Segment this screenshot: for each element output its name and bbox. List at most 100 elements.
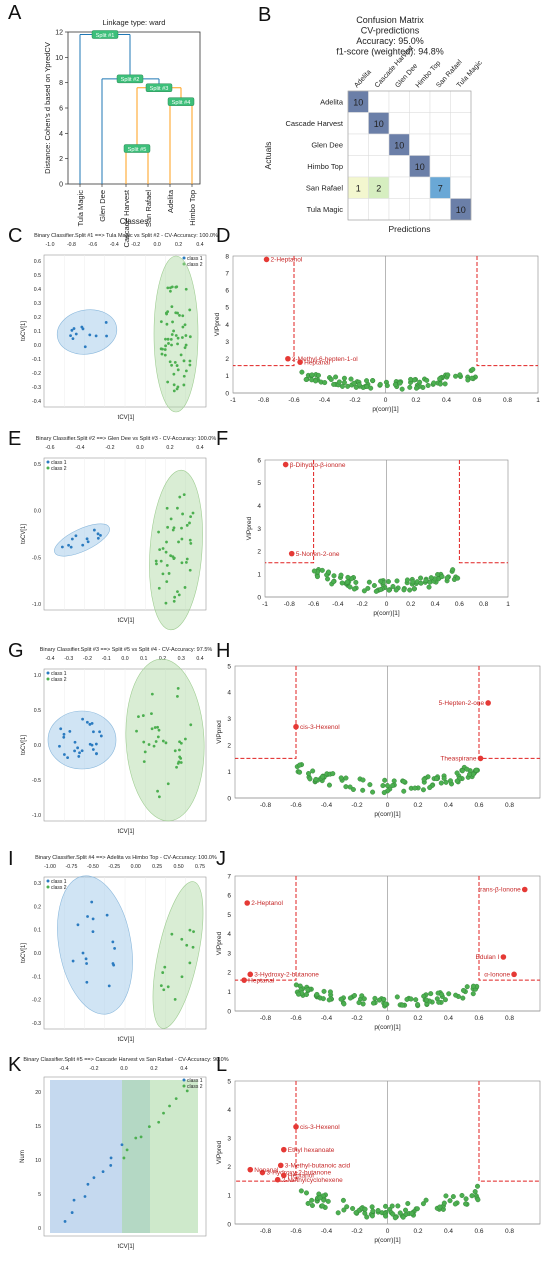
y-tick-label: 3	[225, 339, 229, 346]
score-plot-i: Binary Classifier.Split #4 ==> Adelita v…	[21, 855, 217, 1043]
data-point	[70, 329, 73, 332]
data-point	[443, 997, 448, 1002]
data-point	[100, 735, 103, 738]
data-point	[176, 590, 179, 593]
data-point	[465, 984, 470, 989]
y-tick-label: 0.2	[34, 315, 41, 321]
data-point	[464, 1197, 469, 1202]
highlight-point	[283, 462, 289, 468]
data-point	[341, 1198, 346, 1203]
data-point	[414, 386, 419, 391]
data-point	[157, 735, 160, 738]
x-tick-label: -0.8	[258, 397, 270, 404]
matrix-title-line: Accuracy: 95.0%	[356, 36, 424, 46]
data-point	[183, 493, 186, 496]
data-point	[327, 783, 332, 788]
data-point	[344, 784, 349, 789]
y-tick-label: -1.0	[32, 602, 41, 608]
data-point	[448, 1198, 453, 1203]
data-point	[361, 1002, 366, 1007]
highlight-point	[285, 356, 291, 362]
x-tick-label: -0.6	[290, 1228, 302, 1235]
data-point	[390, 783, 395, 788]
split-badge-label: Split #1	[96, 33, 115, 39]
data-point	[160, 320, 163, 323]
highlight-point	[247, 1167, 253, 1173]
x-tick-label: -0.6	[88, 242, 97, 248]
data-point	[458, 373, 463, 378]
y-tick-label: 0	[225, 390, 229, 397]
data-point	[442, 776, 447, 781]
matrix-cell	[430, 91, 451, 113]
data-point	[68, 730, 71, 733]
data-point	[405, 578, 410, 583]
y-tick-label: 2	[225, 356, 229, 363]
data-point	[439, 992, 444, 997]
data-point	[176, 364, 179, 367]
x-tick-label: -0.4	[321, 1228, 333, 1235]
data-point	[362, 996, 367, 1001]
leaf-label: Tula Magic	[76, 190, 85, 227]
highlight-point	[478, 756, 484, 762]
data-point	[167, 338, 170, 341]
data-point	[172, 330, 175, 333]
data-point	[309, 1198, 314, 1203]
highlight-point	[485, 700, 491, 706]
data-point	[178, 749, 181, 752]
y-tick-label: 0	[227, 1008, 231, 1015]
x-tick-label: 0.8	[505, 1015, 514, 1022]
data-point	[427, 585, 432, 590]
x-tick-label: 0.8	[479, 601, 488, 608]
legend-label: class 2	[51, 466, 67, 472]
y-tick-label: 1	[225, 373, 229, 380]
x-tick-label: 0.4	[444, 1228, 453, 1235]
data-point	[170, 344, 173, 347]
matrix-cell	[348, 199, 369, 221]
matrix-cell-value: 10	[374, 119, 384, 129]
data-point	[164, 348, 167, 351]
data-point	[398, 1211, 403, 1216]
y-tick-label: 0.0	[34, 509, 41, 515]
data-point	[453, 1202, 458, 1207]
data-point	[382, 778, 387, 783]
x-tick-label: -0.2	[357, 601, 369, 608]
data-point	[173, 600, 176, 603]
y-tick-label: 0.4	[34, 287, 41, 293]
data-point	[352, 587, 357, 592]
data-point	[336, 1210, 341, 1215]
data-point	[71, 538, 74, 541]
data-point	[176, 507, 179, 510]
data-point	[156, 790, 159, 793]
matrix-cell	[348, 113, 369, 135]
data-point	[322, 380, 327, 385]
data-point	[348, 585, 353, 590]
matrix-cell	[410, 177, 431, 199]
matrix-cell	[369, 199, 390, 221]
x-tick-label: 0.2	[406, 601, 415, 608]
matrix-cell	[410, 91, 431, 113]
highlight-label: Ethyl hexanoate	[288, 1147, 335, 1154]
data-point	[424, 998, 429, 1003]
matrix-title-line: f1-score (weighted): 94.8%	[336, 47, 444, 57]
data-point	[473, 1189, 478, 1194]
matrix-cell	[430, 113, 451, 135]
score-plot-e: Binary Classifier.Split #2 ==> Glen Dee …	[21, 436, 216, 632]
matrix-cell	[451, 177, 472, 199]
data-point	[189, 542, 192, 545]
data-point	[188, 364, 191, 367]
data-point	[85, 962, 88, 965]
data-point	[434, 776, 439, 781]
data-point	[167, 342, 170, 345]
y-tick-label: 0	[227, 795, 231, 802]
vip-plot-d: -1 -0.8 -0.6 -0.4 -0.2 0 0.2 0.4 0.6 0.8 101234567…	[214, 253, 540, 413]
data-point	[431, 381, 436, 386]
row-label: Cascade Harvest	[285, 119, 343, 128]
data-point	[183, 375, 186, 378]
data-point	[437, 376, 442, 381]
data-point	[470, 1193, 475, 1198]
vip-plot-l: -0.8 -0.6 -0.4 -0.2 0 0.2 0.4 0.6 0.8012345p(cor…	[216, 1078, 540, 1244]
y-tick-label: 0.3	[34, 301, 41, 307]
data-point	[151, 693, 154, 696]
data-point	[176, 312, 179, 315]
data-point	[166, 286, 169, 289]
